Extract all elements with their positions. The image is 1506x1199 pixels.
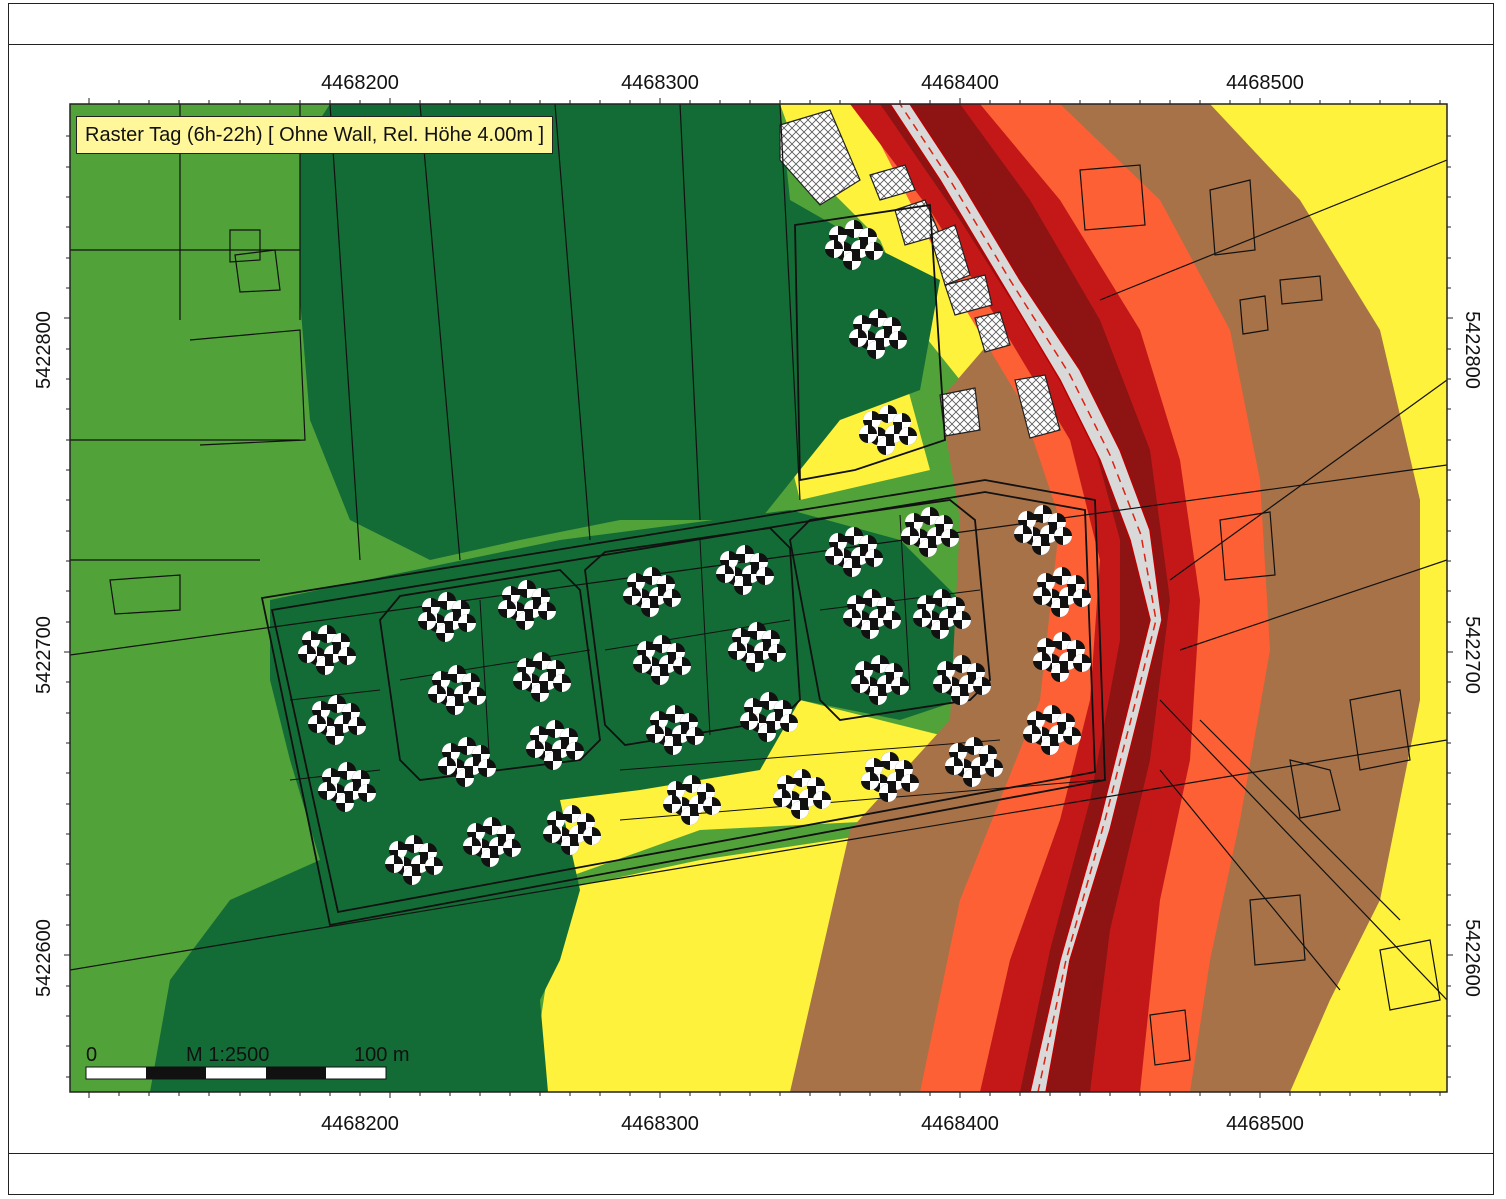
map-raster bbox=[70, 104, 1447, 1092]
x-tick-bottom: 4468500 bbox=[1226, 1113, 1304, 1135]
header-divider bbox=[8, 44, 1494, 45]
x-tick-top: 4468300 bbox=[621, 72, 699, 94]
site-inner-lines bbox=[289, 514, 1101, 821]
y-tick-left: 5422600 bbox=[33, 919, 55, 997]
x-tick-bottom: 4468400 bbox=[921, 1113, 999, 1135]
x-tick-bottom: 4468200 bbox=[321, 1113, 399, 1135]
zone-dark-green bbox=[300, 104, 940, 560]
scale-ratio: M 1:2500 bbox=[186, 1044, 269, 1066]
y-tick-left: 5422800 bbox=[33, 311, 55, 389]
map-frame bbox=[8, 3, 1494, 1195]
map-border bbox=[69, 103, 1448, 1093]
scale-bar: 0 M 1:2500 100 m bbox=[85, 1044, 410, 1080]
footer-divider bbox=[8, 1153, 1494, 1154]
y-tick-right: 5422800 bbox=[1461, 311, 1483, 389]
y-tick-right: 5422600 bbox=[1461, 919, 1483, 997]
site-outline bbox=[260, 203, 1106, 927]
buildings-hatched bbox=[779, 109, 1061, 439]
y-tick-right: 5422700 bbox=[1461, 616, 1483, 694]
map-title: Raster Tag (6h-22h) [ Ohne Wall, Rel. Hö… bbox=[76, 116, 554, 154]
x-tick-top: 4468200 bbox=[321, 72, 399, 94]
x-tick-bottom: 4468300 bbox=[621, 1113, 699, 1135]
axis-ticks bbox=[64, 98, 1453, 1098]
y-tick-left: 5422700 bbox=[33, 616, 55, 694]
scale-start: 0 bbox=[86, 1044, 97, 1066]
scale-end: 100 m bbox=[354, 1044, 410, 1066]
road bbox=[889, 104, 1163, 1092]
x-tick-top: 4468400 bbox=[921, 72, 999, 94]
x-tick-top: 4468500 bbox=[1226, 72, 1304, 94]
